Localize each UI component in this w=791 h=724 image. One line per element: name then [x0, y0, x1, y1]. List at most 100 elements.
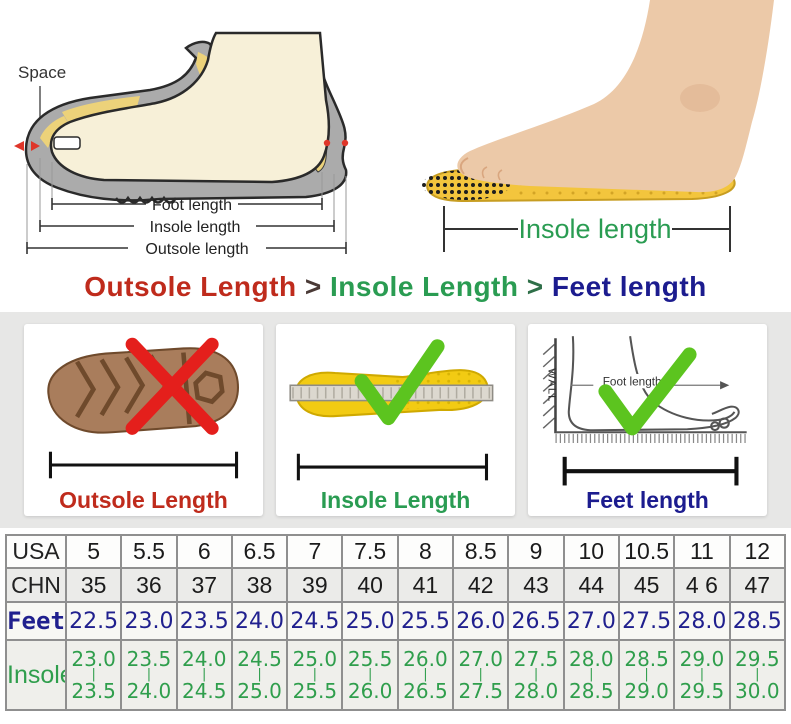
- size-cell: 24.5: [286, 601, 344, 641]
- size-range-cell: 23.0 | 23.5: [64, 639, 123, 711]
- size-cell: 9: [507, 534, 565, 569]
- range-separator: |: [146, 667, 152, 683]
- size-cell: 45: [617, 567, 676, 603]
- range-from: 28.5: [624, 647, 669, 672]
- range-separator: |: [202, 667, 207, 683]
- green-check-icon: [354, 339, 445, 426]
- range-separator: |: [478, 667, 483, 683]
- range-from: 25.0: [292, 647, 338, 672]
- panel-outsole-length: Outsole Length: [24, 324, 263, 516]
- heading-insole: Insole Length: [329, 271, 519, 302]
- measurement-diagrams-row: Space Foot length: [0, 0, 791, 264]
- feet-bracket: [562, 456, 739, 486]
- range-to: 28.0: [513, 678, 559, 703]
- size-cell: 25.5: [396, 601, 455, 641]
- range-to: 26.0: [347, 678, 393, 703]
- range-from: 23.5: [126, 647, 172, 672]
- size-cell: 37: [175, 567, 233, 603]
- wall-label: WALL: [545, 368, 557, 402]
- size-cell: 40: [341, 567, 399, 603]
- table-row-insole: Insole23.0|23.523.5|24.024.0|24.524.5|25…: [5, 639, 787, 711]
- size-cell: 7.5: [341, 534, 399, 569]
- size-range-cell: 28.0 | 28.5: [562, 639, 620, 711]
- size-cell: 5: [64, 534, 123, 569]
- range-separator: |: [423, 667, 428, 683]
- range-from: 24.5: [237, 647, 282, 672]
- size-cell: 10.5: [617, 534, 676, 569]
- size-range-cell: 24.5 | 25.0: [230, 639, 289, 711]
- size-range-cell: 25.0 | 25.5: [286, 639, 344, 711]
- ankle-bone-shading: [680, 84, 720, 112]
- heading-separator-1: >: [304, 271, 322, 302]
- foot-length-label: Foot length: [152, 197, 232, 214]
- green-check-icon: [598, 347, 697, 436]
- size-cell: 36: [120, 567, 178, 603]
- big-toe-tab: [53, 136, 81, 150]
- size-cell: 23.0: [120, 601, 178, 641]
- range-separator: |: [312, 667, 318, 683]
- toe-lining-top: [62, 96, 140, 122]
- heel-marker-dot2: [341, 139, 349, 147]
- table-row-usa: USA 5 5.5 6 6.5 7 7.5 8 8.5 9 10 10.5 11 12: [5, 534, 787, 569]
- size-cell: 10: [562, 534, 620, 569]
- size-cell: 43: [507, 567, 565, 603]
- size-cell: 5.5: [120, 534, 178, 569]
- size-cell: 8.5: [452, 534, 510, 569]
- foot-length-small-label: Foot length: [603, 375, 662, 388]
- size-range-cell: 28.5 | 29.0: [617, 639, 676, 711]
- insole-length-label: Insole length: [150, 219, 241, 236]
- range-separator: |: [755, 667, 760, 683]
- label-backplate: [593, 374, 672, 389]
- range-separator: |: [91, 667, 96, 683]
- heading-outsole: Outsole Length: [84, 271, 297, 302]
- size-cell: 23.5: [175, 601, 233, 641]
- insole-illustration: [289, 339, 494, 481]
- table-row-chn: CHN 35 36 37 38 39 40 41 42 43 44 45 4 6 47: [5, 567, 787, 603]
- size-cell: 28.5: [728, 601, 787, 641]
- size-cell: 24.0: [230, 601, 289, 641]
- range-to: 30.0: [735, 678, 780, 703]
- size-table: USA 5 5.5 6 6.5 7 7.5 8 8.5 9 10 10.5 11 12 CHN 35 36 37 3…: [5, 534, 787, 711]
- size-cell: 28.0: [673, 601, 731, 641]
- size-cell: 6.5: [230, 534, 289, 569]
- size-cell: 4 6: [673, 567, 731, 603]
- toes-lines: [481, 166, 503, 181]
- size-range-cell: 24.0 | 24.5: [175, 639, 233, 711]
- range-to: 29.0: [624, 678, 669, 703]
- range-from: 25.5: [347, 647, 393, 672]
- red-x-icon: [125, 337, 219, 435]
- size-range-cell: 27.5 | 28.0: [507, 639, 565, 711]
- size-range-cell: 27.0 | 27.5: [452, 639, 510, 711]
- range-from: 27.5: [513, 647, 559, 672]
- foot-length-arrow-icon: [720, 381, 730, 390]
- size-cell: 22.5: [64, 601, 123, 641]
- size-cell: 8: [396, 534, 455, 569]
- sole-tread-zigzag: [114, 195, 178, 204]
- size-cell: 26.5: [507, 601, 565, 641]
- foot-inside-shoe: [49, 31, 330, 184]
- range-from: 28.0: [569, 647, 614, 672]
- range-separator: |: [699, 667, 705, 683]
- size-cell: 26.0: [452, 601, 510, 641]
- insole-length-dimension: [39, 220, 335, 232]
- row-label-insole: Insole: [5, 639, 67, 711]
- range-from: 29.0: [679, 647, 725, 672]
- panel-feet-length: WALL Foot length Feet length: [528, 324, 767, 516]
- range-separator: |: [257, 667, 262, 683]
- panel-insole-caption: Insole Length: [320, 486, 471, 513]
- range-to: 25.5: [292, 678, 338, 703]
- heading-separator-2: >: [526, 271, 544, 302]
- foot-wall-illustration: WALL Foot length: [542, 336, 747, 486]
- range-separator: |: [644, 667, 649, 683]
- size-range-cell: 25.5 | 26.0: [341, 639, 399, 711]
- size-cell: 35: [64, 567, 123, 603]
- foot-length-dimension: [51, 198, 323, 210]
- size-range-cell: 29.0 | 29.5: [673, 639, 731, 711]
- foot-silhouette: [457, 0, 774, 193]
- size-range-cell: 29.5 | 30.0: [728, 639, 787, 711]
- shoe-cross-section-diagram: Space Foot length: [14, 31, 349, 258]
- range-to: 24.0: [126, 678, 172, 703]
- size-cell: 42: [452, 567, 510, 603]
- panel-outsole-caption: Outsole Length: [59, 486, 228, 513]
- panel-feet-caption: Feet length: [586, 486, 709, 513]
